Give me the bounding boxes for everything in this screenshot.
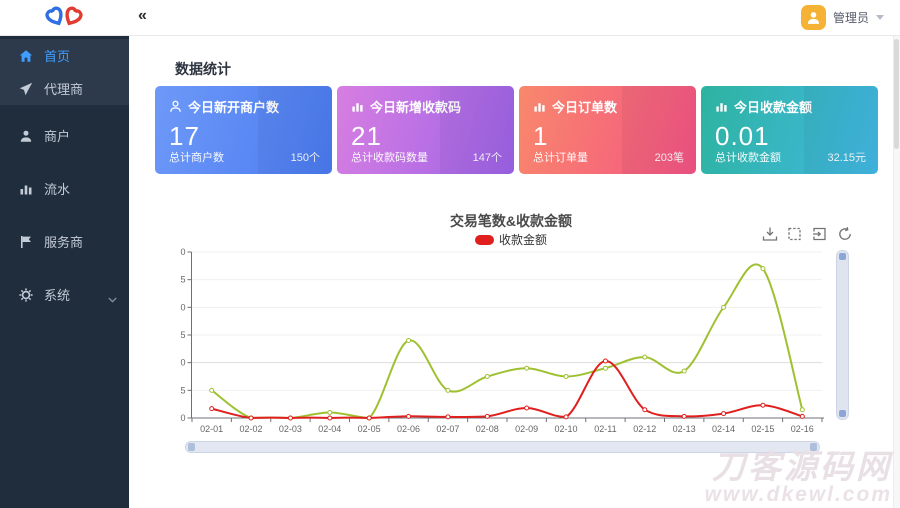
person-icon	[807, 12, 820, 24]
sidebar-item-merchants[interactable]: 商户	[0, 119, 129, 152]
sidebar-item-label: 服务商	[44, 235, 84, 250]
card-footer-value: 147个	[472, 152, 502, 164]
svg-text:02-05: 02-05	[358, 424, 381, 434]
user-name: 管理员	[832, 11, 869, 25]
card-value: 17	[169, 121, 200, 151]
svg-text:15: 15	[180, 330, 186, 340]
bar-chart-icon	[715, 100, 728, 113]
sidebar-item-home[interactable]: 首页	[0, 39, 129, 72]
card-footer-label: 总计收款金额	[715, 152, 781, 164]
svg-text:02-15: 02-15	[751, 424, 774, 434]
chart-toolbox	[762, 226, 853, 242]
svg-text:02-03: 02-03	[279, 424, 302, 434]
person-icon	[169, 100, 182, 113]
card-title: 今日订单数	[552, 100, 618, 115]
legend-marker	[474, 234, 494, 245]
legend-item-payment-amount[interactable]: 收款金额	[129, 231, 893, 248]
flag-icon	[19, 235, 33, 249]
top-header: « 管理员	[0, 0, 900, 36]
svg-text:02-02: 02-02	[240, 424, 263, 434]
svg-text:02-06: 02-06	[397, 424, 420, 434]
card-title: 今日收款金额	[734, 100, 813, 115]
svg-text:25: 25	[180, 275, 186, 285]
bar-chart-icon	[351, 100, 364, 113]
svg-text:02-04: 02-04	[318, 424, 341, 434]
svg-text:02-09: 02-09	[515, 424, 538, 434]
stat-card-new-merchants[interactable]: 今日新开商户数 17 总计商户数 150个	[155, 86, 332, 174]
restore-icon[interactable]	[837, 226, 853, 242]
sidebar-item-label: 商户	[44, 129, 71, 144]
svg-text:02-12: 02-12	[633, 424, 656, 434]
sidebar-item-system[interactable]: 系统	[0, 278, 129, 311]
sidebar-item-providers[interactable]: 服务商	[0, 225, 129, 258]
bar-chart-icon	[19, 182, 33, 196]
line-chart[interactable]: 0 5 10 15 20 25 30 02-01 02-02 02-03 02-04 02-05 02-…	[180, 238, 850, 453]
sidebar-item-label: 代理商	[44, 82, 84, 97]
double-heart-logo-icon	[44, 6, 83, 26]
gear-icon	[19, 287, 33, 302]
page-title: 数据统计	[175, 61, 231, 77]
card-footer-label: 总计商户数	[169, 152, 224, 164]
stat-card-new-qrcodes[interactable]: 今日新增收款码 21 总计收款码数量 147个	[337, 86, 514, 174]
svg-text:02-10: 02-10	[555, 424, 578, 434]
card-footer-label: 总计收款码数量	[351, 152, 428, 164]
svg-text:5: 5	[180, 385, 185, 395]
app-logo	[0, 0, 129, 36]
chart-title: 交易笔数&收款金额	[449, 213, 573, 229]
sidebar-item-agents[interactable]: 代理商	[0, 72, 129, 105]
zoom-reset-icon[interactable]	[812, 226, 828, 242]
sidebar-item-transactions[interactable]: 流水	[0, 172, 129, 205]
sidebar-item-label: 首页	[44, 49, 71, 64]
save-image-icon[interactable]	[762, 226, 778, 242]
card-footer-value: 32.15元	[827, 152, 866, 164]
svg-text:02-07: 02-07	[436, 424, 459, 434]
stat-card-payment-amount[interactable]: 今日收款金额 0.01 总计收款金额 32.15元	[701, 86, 878, 174]
datazoom-vertical-slider[interactable]	[836, 250, 849, 420]
svg-text:20: 20	[180, 302, 186, 312]
card-value: 1	[533, 121, 549, 151]
card-title: 今日新开商户数	[188, 100, 280, 115]
svg-text:02-13: 02-13	[673, 424, 696, 434]
chevron-down-icon	[108, 291, 117, 306]
sidebar-nav: 首页 代理商 商户 流水 服务商	[0, 36, 129, 508]
card-footer-label: 总计订单量	[533, 152, 588, 164]
scrollbar-thumb[interactable]	[894, 39, 899, 149]
sidebar-item-label: 流水	[44, 182, 71, 197]
svg-text:10: 10	[180, 358, 186, 368]
card-value: 0.01	[715, 121, 770, 151]
chevron-down-icon	[876, 15, 884, 20]
sidebar-collapse-icon[interactable]: «	[138, 7, 147, 24]
home-icon	[19, 49, 33, 63]
card-title: 今日新增收款码	[370, 100, 462, 115]
svg-text:02-08: 02-08	[476, 424, 499, 434]
svg-text:02-11: 02-11	[594, 424, 616, 434]
send-icon	[19, 82, 33, 96]
stat-cards-row: 今日新开商户数 17 总计商户数 150个 今日新增收款码 21 总计收款码数量…	[155, 86, 878, 174]
svg-text:02-14: 02-14	[712, 424, 735, 434]
stat-card-orders[interactable]: 今日订单数 1 总计订单量 203笔	[519, 86, 696, 174]
sidebar-item-label: 系统	[44, 288, 71, 303]
svg-text:30: 30	[180, 247, 186, 257]
main-content: 数据统计 今日新开商户数 17 总计商户数 150个 今日新增收款码	[129, 36, 893, 508]
svg-text:02-16: 02-16	[791, 424, 814, 434]
card-value: 21	[351, 121, 382, 151]
window-scrollbar[interactable]	[893, 36, 900, 508]
user-icon	[19, 129, 33, 143]
svg-text:02-01: 02-01	[200, 424, 223, 434]
card-footer-value: 150个	[290, 152, 320, 164]
svg-text:0: 0	[180, 413, 185, 423]
datazoom-horizontal-slider[interactable]	[185, 441, 820, 453]
avatar	[800, 5, 826, 30]
bar-chart-icon	[533, 100, 546, 113]
legend-label: 收款金额	[498, 233, 547, 247]
user-menu[interactable]: 管理员	[800, 5, 884, 30]
card-footer-value: 203笔	[654, 152, 684, 164]
area-zoom-icon[interactable]	[787, 226, 803, 242]
